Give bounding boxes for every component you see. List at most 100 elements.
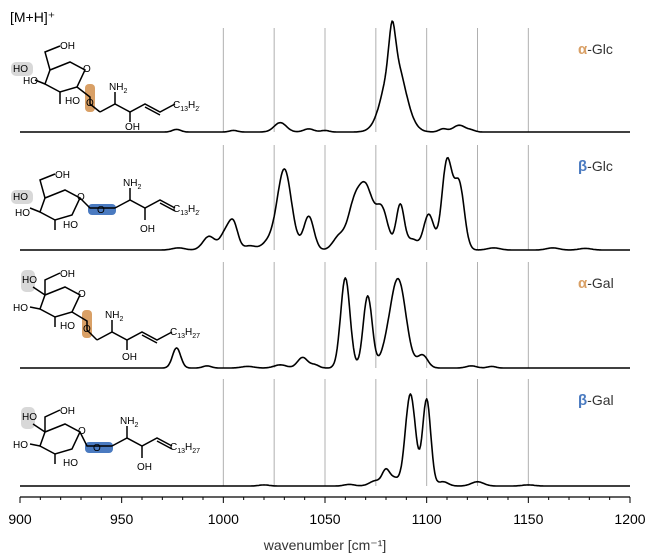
alpha-glc-oh-bottom: OH <box>125 122 140 132</box>
x-tick-label-1150: 1150 <box>513 511 543 527</box>
alpha-gal-oh-bottom: OH <box>122 352 137 363</box>
series-label-greek: α <box>578 275 588 292</box>
beta-gal-oh-top: OH <box>60 406 75 417</box>
svg-text:HO: HO <box>63 220 78 231</box>
svg-text:NH2: NH2 <box>109 82 127 95</box>
x-tick-label-900: 900 <box>8 511 32 527</box>
alpha-gal-chain-c: C <box>170 327 177 338</box>
beta-gal-ring-o: O <box>78 426 86 437</box>
beta-glc-chain-h: H <box>188 204 195 215</box>
beta-glc-ring-o: O <box>77 192 85 203</box>
series-label-sugar: Gal <box>592 275 614 291</box>
svg-text:C13H27: C13H27 <box>170 327 200 340</box>
series-label-sugar: Gal <box>592 392 614 408</box>
svg-text:O: O <box>77 192 85 203</box>
alpha-gal-nh2-sub: 2 <box>119 316 123 323</box>
series-label-greek: β <box>578 392 587 409</box>
panel-beta-glc: β-Glc <box>20 145 630 251</box>
svg-text:O: O <box>83 64 91 75</box>
beta-gal-ho-top: HO <box>22 412 37 423</box>
svg-text:HO: HO <box>13 440 28 451</box>
alpha-glc-chain-h-sub: 27 <box>195 106 200 113</box>
header-label: [M+H]⁺ <box>10 9 55 25</box>
svg-text:OH: OH <box>60 406 75 417</box>
spectrum-trace-alpha-glc <box>20 20 630 133</box>
svg-text:OH: OH <box>122 352 137 363</box>
alpha-glc-link-o: O <box>86 98 94 109</box>
series-label-dash: - <box>587 158 592 174</box>
x-tick-label-1200: 1200 <box>614 511 645 527</box>
svg-text:C13H27: C13H27 <box>173 100 200 113</box>
alpha-gal-ring-o: O <box>78 289 86 300</box>
alpha-gal-ho-mid: HO <box>13 303 28 314</box>
beta-gal-oh-bottom: OH <box>137 462 152 473</box>
svg-text:HO: HO <box>13 64 28 75</box>
beta-glc-ho-bottom: HO <box>63 220 78 231</box>
series-label-beta-gal: β-Gal <box>578 392 614 409</box>
series-label-alpha-gal: α-Gal <box>578 275 614 292</box>
panel-alpha-glc: α-Glc <box>20 20 630 133</box>
alpha-glc-chain-h: H <box>188 100 195 111</box>
series-label-sugar: Glc <box>592 158 613 174</box>
alpha-gal-chain-h-sub: 27 <box>192 333 200 340</box>
svg-text:HO: HO <box>22 275 37 286</box>
svg-text:HO: HO <box>60 321 75 332</box>
svg-text:C13H27: C13H27 <box>170 442 200 455</box>
svg-text:HO: HO <box>13 303 28 314</box>
x-tick-label-950: 950 <box>110 511 134 527</box>
beta-gal-nh2-sub: 2 <box>134 422 138 429</box>
svg-text:OH: OH <box>55 170 70 181</box>
panel-beta-gal: β-Gal <box>20 379 630 487</box>
series-label-sugar: Glc <box>592 41 613 57</box>
x-tick-label-1000: 1000 <box>208 511 239 527</box>
alpha-glc-nh2-sub: 2 <box>123 88 127 95</box>
beta-gal-ho-bottom: HO <box>63 458 78 469</box>
spectrum-trace-beta-gal <box>20 393 630 487</box>
alpha-glc-chain-c: C <box>173 100 180 111</box>
svg-text:OH: OH <box>60 269 75 280</box>
alpha-glc-ho-mid: HO <box>23 76 38 87</box>
beta-gal-nh2: NH <box>120 416 134 427</box>
svg-text:HO: HO <box>15 208 30 219</box>
alpha-gal-chain-h: H <box>185 327 192 338</box>
alpha-glc-ho-top: HO <box>13 64 28 75</box>
beta-glc-nh2: NH <box>123 178 137 189</box>
series-label-dash: - <box>587 41 592 57</box>
beta-glc-chain-h-sub: 27 <box>195 210 200 217</box>
beta-gal-chain-c-sub: 13 <box>177 448 185 455</box>
svg-text:O: O <box>83 324 91 335</box>
spectrum-trace-beta-glc <box>20 156 630 251</box>
x-tick-label-1100: 1100 <box>412 511 442 527</box>
alpha-glc-chain-c-sub: 13 <box>180 106 188 113</box>
svg-text:NH2: NH2 <box>123 178 141 191</box>
svg-text:HO: HO <box>23 76 38 87</box>
glucose-alpha: OH HO HO HO O O NH2 OH C13H27 <box>11 41 200 132</box>
series-label-greek: β <box>578 158 587 175</box>
beta-glc-oh-top: OH <box>55 170 70 181</box>
beta-gal-chain-h: H <box>185 442 192 453</box>
alpha-glc-ho-bottom: HO <box>65 96 80 107</box>
spectrum-trace-alpha-gal <box>20 277 630 369</box>
alpha-gal-nh2: NH <box>105 310 119 321</box>
svg-text:O: O <box>78 426 86 437</box>
galactose-beta: HO OH HO HO O O NH2 OH C13H27 <box>13 406 200 473</box>
beta-gal-structure: HO OH HO HO O O NH2 OH C13H27 <box>13 406 200 473</box>
svg-text:C13H27: C13H27 <box>173 204 200 217</box>
series-label-beta-glc: β-Glc <box>578 158 613 175</box>
alpha-gal-ho-bottom: HO <box>60 321 75 332</box>
beta-gal-link-o: O <box>93 443 101 454</box>
svg-text:NH2: NH2 <box>105 310 123 323</box>
x-axis-label: wavenumber [cm⁻¹] <box>263 537 387 553</box>
svg-text:O: O <box>93 443 101 454</box>
beta-glc-chain-c: C <box>173 204 180 215</box>
beta-glc-ho-mid: HO <box>15 208 30 219</box>
alpha-gal-link-o: O <box>83 324 91 335</box>
beta-glc-structure: OH HO HO HO O O NH2 OH C13H27 <box>11 170 200 235</box>
alpha-gal-ho-top: HO <box>22 275 37 286</box>
svg-text:OH: OH <box>140 224 155 235</box>
svg-text:OH: OH <box>137 462 152 473</box>
x-axis: 900 950 1000 1050 1100 1150 1200 <box>8 496 646 527</box>
svg-text:HO: HO <box>65 96 80 107</box>
beta-gal-chain-h-sub: 27 <box>192 448 200 455</box>
